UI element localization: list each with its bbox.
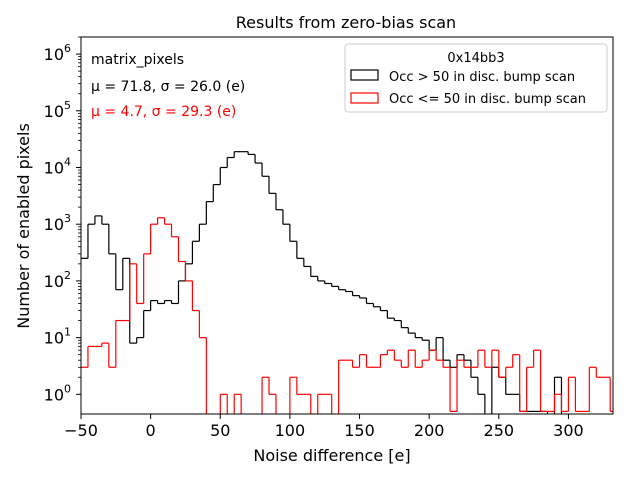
annotation-label: matrix_pixels [91,52,184,68]
x-tick-label-3: 100 [275,421,306,440]
legend-swatch-occ-gt-50 [350,69,379,81]
series-1 [81,217,613,414]
plot-area [81,151,613,414]
annotation-red-stats: μ = 4.7, σ = 29.3 (e) [91,104,236,120]
y-tick-label-2: 102 [44,269,71,291]
legend-box [344,43,608,113]
y-tick-label-6: 106 [44,42,71,64]
x-tick-label-6: 250 [484,421,515,440]
y-axis-label: Number of enabled pixels [14,123,33,329]
x-axis-label: Noise difference [e] [253,446,410,465]
x-tick-label-7: 300 [553,421,584,440]
series-0 [81,151,563,414]
x-tick-label-1: 0 [146,421,156,440]
x-tick-label-2: 50 [210,421,230,440]
x-tick-label-4: 150 [344,421,375,440]
y-axis: 100 101 102 103 104 105 106 [44,36,81,404]
y-tick-label-4: 104 [44,155,71,177]
legend-swatch-occ-le-50 [350,92,379,104]
x-tick-label-5: 200 [414,421,445,440]
y-tick-label-1: 101 [44,326,71,348]
plot-frame [80,36,614,415]
legend-title: 0x14bb3 [447,51,504,66]
legend: 0x14bb3 Occ > 50 in disc. bump scan Occ … [344,43,608,113]
annotation-black-stats: μ = 71.8, σ = 26.0 (e) [91,79,245,95]
y-tick-label-0: 100 [44,382,71,404]
y-tick-label-3: 103 [44,212,71,234]
legend-entry-occ-gt-50: Occ > 50 in disc. bump scan [389,70,575,85]
x-tick-label-0: −50 [64,421,98,440]
legend-entry-occ-le-50: Occ <= 50 in disc. bump scan [389,92,586,107]
chart-title: Results from zero-bias scan [236,13,456,32]
y-tick-label-5: 105 [44,99,71,121]
x-axis: −50 0 50 100 150 200 250 300 [64,414,584,440]
